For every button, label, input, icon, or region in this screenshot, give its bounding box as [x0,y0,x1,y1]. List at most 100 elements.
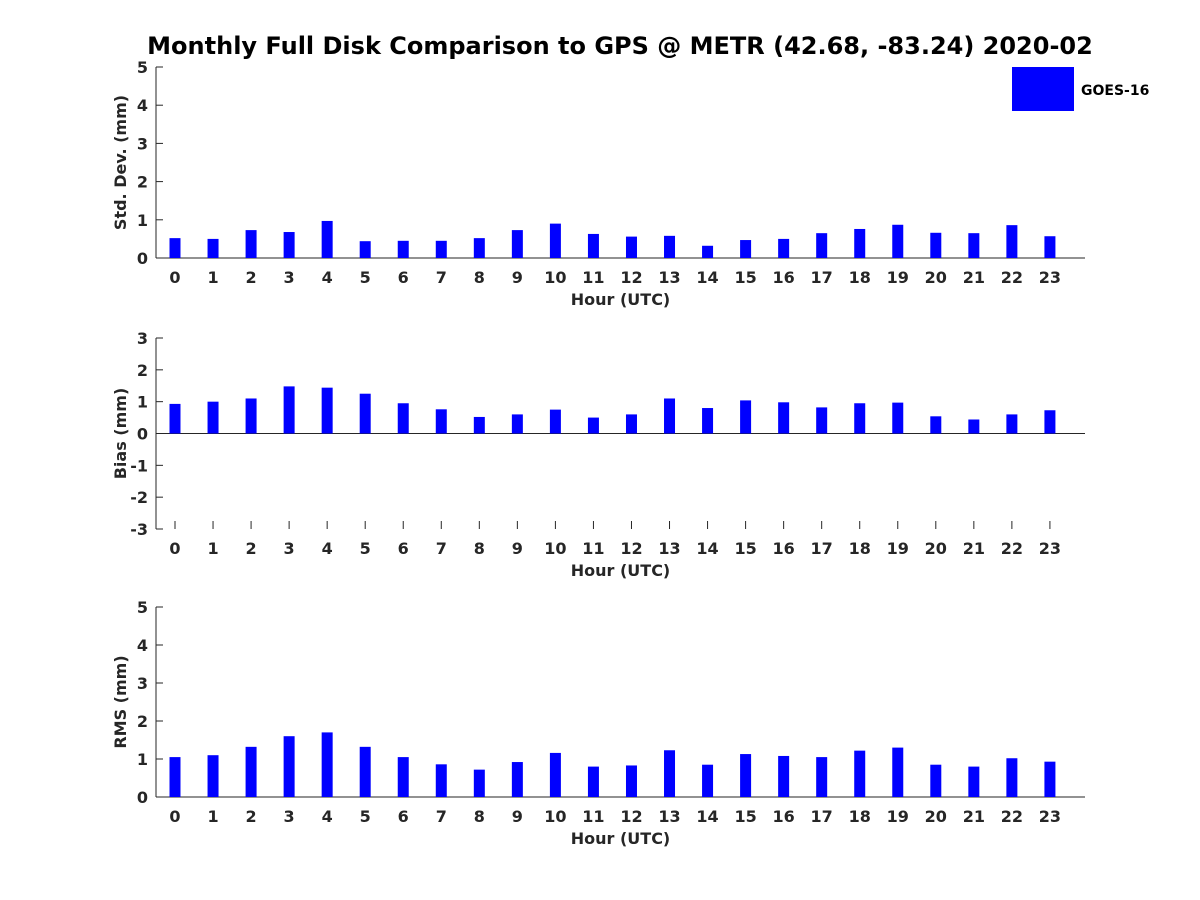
rms-x-tick-label: 3 [284,807,295,826]
bias-x-tick-label: 18 [849,539,871,558]
rms-bar [625,765,637,797]
std-dev-x-tick-label: 0 [169,268,180,287]
bias-x-tick-label: 23 [1039,539,1061,558]
bias-bar [968,419,980,434]
figure-title: Monthly Full Disk Comparison to GPS @ ME… [147,32,1093,60]
rms-bar [854,750,866,797]
bias-bar [511,414,523,434]
rms-bar [587,766,599,797]
std-dev-x-tick-label: 6 [398,268,409,287]
std-dev-bar [283,232,295,258]
std-dev-bar [1044,236,1056,258]
bias-x-tick-label: 0 [169,539,180,558]
rms-x-tick-label: 8 [474,807,485,826]
rms-bar [930,764,942,797]
bias-y-tick-label: -3 [130,520,148,539]
bias-bar [245,398,257,434]
rms-bar [169,757,181,797]
std-dev-y-tick-label: 4 [137,96,148,115]
rms-x-tick-label: 13 [658,807,680,826]
bias-x-tick-label: 9 [512,539,523,558]
std-dev-x-tick-label: 14 [696,268,718,287]
std-dev-x-tick-label: 4 [322,268,333,287]
std-dev-bar [625,236,637,258]
rms-x-tick-label: 19 [887,807,909,826]
legend-swatch [1012,67,1074,111]
rms-x-tick-label: 4 [322,807,333,826]
bias-x-tick-label: 12 [620,539,642,558]
rms-bar [397,757,409,797]
rms-y-tick-label: 3 [137,674,148,693]
bias-x-tick-label: 14 [696,539,718,558]
rms-x-tick-label: 12 [620,807,642,826]
rms-x-tick-label: 22 [1001,807,1023,826]
rms-y-tick-label: 2 [137,712,148,731]
bias-x-tick-label: 4 [322,539,333,558]
std-dev-x-tick-label: 7 [436,268,447,287]
std-dev-bar [397,240,409,258]
std-dev-bar [321,220,333,258]
bias-bar [549,409,561,434]
rms-x-tick-label: 0 [169,807,180,826]
rms-bar [740,754,752,797]
std-dev-bar [702,245,714,258]
bias-y-tick-label: -2 [130,488,148,507]
std-dev-x-tick-label: 9 [512,268,523,287]
std-dev-bar [245,230,257,258]
std-dev-x-tick-label: 13 [658,268,680,287]
rms-x-tick-label: 21 [963,807,985,826]
bias-x-tick-label: 6 [398,539,409,558]
bias-bar [169,403,181,434]
std-dev-bar [930,232,942,258]
std-dev-x-tick-label: 5 [360,268,371,287]
std-dev-bar [816,233,828,258]
bias-x-tick-label: 22 [1001,539,1023,558]
bias-x-tick-label: 11 [582,539,604,558]
bias-bar [587,417,599,434]
bias-x-tick-label: 13 [658,539,680,558]
std-dev-bar [740,240,752,258]
rms-x-tick-label: 6 [398,807,409,826]
bias-bar [702,408,714,434]
bias-bar [778,402,790,434]
std-dev-y-tick-label: 0 [137,249,148,268]
bias-y-axis-label: Bias (mm) [111,388,130,480]
std-dev-x-tick-label: 1 [207,268,218,287]
std-dev-x-tick-label: 19 [887,268,909,287]
bias-bar [1044,410,1056,434]
bias-bar [816,407,828,434]
std-dev-x-tick-label: 12 [620,268,642,287]
bias-y-tick-label: -1 [130,456,148,475]
bias-y-tick-label: 1 [137,393,148,412]
legend: GOES-16 [1012,67,1149,111]
rms-bar [778,755,790,797]
bias-x-tick-label: 2 [246,539,257,558]
rms-x-tick-label: 16 [773,807,795,826]
bias-x-tick-label: 21 [963,539,985,558]
rms-x-tick-label: 15 [734,807,756,826]
bias-x-tick-label: 3 [284,539,295,558]
bias-x-tick-label: 15 [734,539,756,558]
bias-y-tick-label: 3 [137,329,148,348]
bias-bar [892,402,904,434]
std-dev-bar [854,228,866,258]
bias-bar [321,387,333,434]
std-dev-bar [473,238,485,258]
bias-x-tick-label: 1 [207,539,218,558]
rms-bar [702,764,714,797]
std-dev-bar [587,233,599,258]
std-dev-y-tick-label: 3 [137,134,148,153]
rms-y-tick-label: 4 [137,636,148,655]
rms-bar [1044,761,1056,797]
std-dev-x-tick-label: 8 [474,268,485,287]
std-dev-x-tick-label: 21 [963,268,985,287]
rms-bar [1006,758,1018,797]
std-dev-x-axis-label: Hour (UTC) [571,290,671,309]
bias-y-tick-label: 0 [137,425,148,444]
bias-x-tick-label: 16 [773,539,795,558]
std-dev-x-tick-label: 20 [925,268,947,287]
bias-bar [930,416,942,434]
std-dev-bar [549,223,561,258]
